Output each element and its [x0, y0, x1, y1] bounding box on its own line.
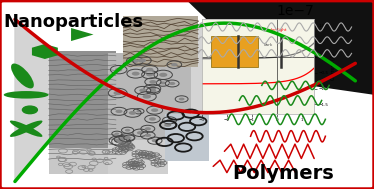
Bar: [165, 114, 209, 161]
Circle shape: [169, 82, 175, 85]
Circle shape: [117, 139, 126, 144]
Circle shape: [149, 80, 157, 84]
Circle shape: [146, 68, 153, 71]
Ellipse shape: [10, 121, 43, 137]
Bar: [123, 16, 198, 67]
Ellipse shape: [10, 121, 43, 137]
Circle shape: [123, 136, 131, 139]
Ellipse shape: [11, 64, 34, 88]
Circle shape: [131, 59, 139, 63]
Circle shape: [146, 73, 153, 76]
Circle shape: [171, 63, 178, 66]
Circle shape: [179, 98, 184, 101]
Circle shape: [127, 137, 132, 139]
Circle shape: [115, 68, 122, 71]
Circle shape: [139, 89, 146, 92]
Ellipse shape: [4, 91, 49, 99]
Circle shape: [150, 89, 156, 92]
Polygon shape: [15, 19, 355, 181]
Bar: [49, 51, 116, 161]
Circle shape: [148, 87, 156, 91]
Bar: [108, 53, 191, 148]
Polygon shape: [187, 1, 374, 95]
Circle shape: [145, 134, 151, 137]
Circle shape: [137, 131, 144, 134]
Circle shape: [132, 72, 140, 76]
Circle shape: [145, 127, 151, 130]
Circle shape: [138, 58, 146, 63]
Circle shape: [159, 73, 167, 77]
Circle shape: [113, 91, 122, 95]
Circle shape: [22, 106, 37, 114]
Circle shape: [116, 110, 123, 113]
Bar: [108, 140, 168, 174]
Circle shape: [125, 129, 131, 132]
Circle shape: [114, 139, 122, 143]
Circle shape: [114, 132, 119, 135]
Circle shape: [151, 108, 158, 112]
Circle shape: [142, 94, 151, 99]
Text: Nanoparticles: Nanoparticles: [4, 13, 144, 31]
Bar: [49, 148, 116, 174]
Circle shape: [152, 139, 158, 142]
Circle shape: [160, 81, 166, 84]
Circle shape: [149, 117, 156, 121]
Circle shape: [129, 111, 137, 115]
Circle shape: [118, 138, 125, 141]
Text: Polymers: Polymers: [232, 164, 334, 183]
Circle shape: [136, 110, 141, 112]
Circle shape: [166, 119, 173, 122]
Circle shape: [164, 123, 171, 127]
